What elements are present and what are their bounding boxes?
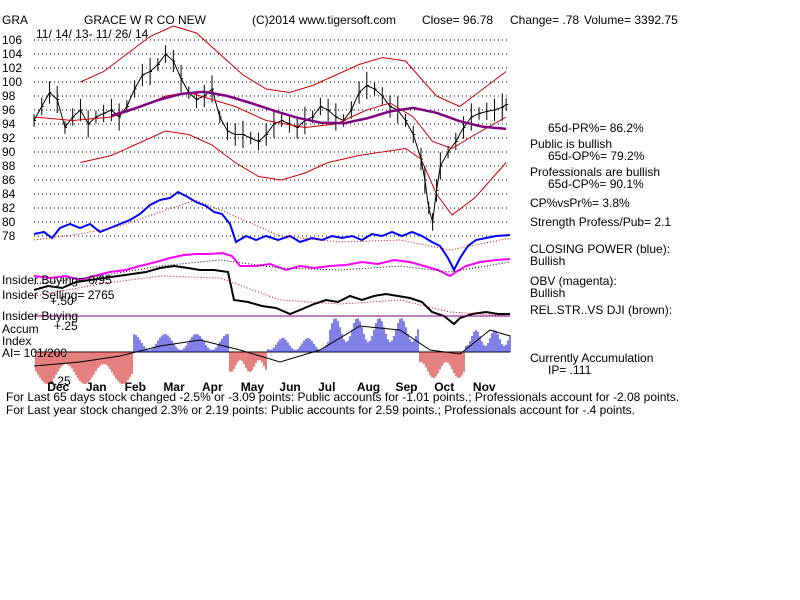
y-tick-label: 84	[2, 187, 16, 201]
long-ma-line	[111, 90, 507, 131]
closing-power-status: Bullish	[530, 254, 565, 268]
month-label: May	[241, 380, 265, 394]
relative-strength-line	[33, 264, 510, 326]
y-tick-label: 80	[2, 215, 16, 229]
y-tick-label: 92	[2, 131, 16, 145]
relative-strength-ma	[33, 275, 511, 317]
public-status: Public is bullish	[530, 137, 612, 151]
y-tick-label: 102	[2, 61, 22, 75]
cp-vs-pr-value: CP%vsPr%= 3.8%	[530, 196, 630, 210]
index-label: Index	[2, 334, 31, 348]
volume-value: Volume= 3392.75	[584, 13, 678, 27]
closing-power-ma	[33, 199, 511, 251]
month-label: Dec	[47, 380, 69, 394]
month-label: Jul	[318, 380, 335, 394]
insider-buying-label: Insider Buying= 0/95	[2, 273, 112, 287]
month-label: Oct	[434, 380, 454, 394]
moving-averages	[33, 90, 507, 150]
y-tick-label: 90	[2, 145, 16, 159]
month-label: Apr	[202, 380, 223, 394]
pr-value: 65d-PR%= 86.2%	[548, 121, 644, 135]
strength-value: Strength Profess/Pub= 2.1	[530, 215, 671, 229]
company-name: GRACE W R CO NEW	[84, 13, 207, 27]
op-value: 65d-OP%= 79.2%	[548, 149, 645, 163]
month-label: Feb	[125, 380, 146, 394]
plus-50-label: +.50	[50, 294, 74, 308]
minus-25-label: -.25	[50, 374, 71, 388]
insider-buying-label-2: Insider Buying	[2, 309, 78, 323]
copyright-label: (C)2014 www.tigersoft.com	[252, 13, 396, 27]
month-label: Jan	[86, 380, 107, 394]
closing-power-title: CLOSING POWER (blue):	[530, 242, 670, 256]
y-tick-label: 82	[2, 201, 16, 215]
ip-value: IP= .111	[548, 363, 592, 377]
accumulation-ma	[33, 325, 511, 367]
ticker-label: GRA	[2, 13, 28, 27]
change-value: Change= .78	[510, 13, 579, 27]
y-tick-label: 98	[2, 89, 16, 103]
rel-strength-title: REL.STR..VS DJI (brown):	[530, 303, 672, 317]
y-tick-label: 94	[2, 117, 16, 131]
short-ma-line	[33, 91, 507, 150]
cp-value: 65d-CP%= 90.1%	[548, 177, 644, 191]
upper-band-line	[80, 25, 507, 108]
y-tick-label: 78	[2, 229, 16, 243]
footer-last-year: For Last year stock changed 2.3% or 2.19…	[6, 403, 635, 417]
y-tick-label: 96	[2, 103, 16, 117]
ai-label: AI= 101/200	[2, 346, 67, 360]
month-axis: Dec Jan Feb Mar Apr May Jun Jul Aug Sep Oct Nov	[47, 380, 496, 394]
month-label: Aug	[357, 380, 380, 394]
accum-label: Accum	[2, 322, 39, 336]
price-grid	[34, 39, 510, 237]
month-label: Jun	[279, 380, 300, 394]
insider-selling-label: Insider Selling= 2765	[2, 288, 115, 302]
month-label: Nov	[473, 380, 496, 394]
month-label: Mar	[163, 380, 185, 394]
y-tick-label: 104	[2, 47, 22, 61]
date-range: 11/ 14/ 13- 11/ 26/ 14	[36, 27, 149, 41]
obv-title: OBV (magenta):	[530, 274, 617, 288]
y-tick-label: 88	[2, 159, 16, 173]
y-tick-label: 100	[2, 75, 22, 89]
y-tick-label: 86	[2, 173, 16, 187]
obv-line	[33, 251, 511, 282]
close-value: Close= 96.78	[422, 13, 493, 27]
plus-25-label: +.25	[54, 319, 78, 333]
professionals-status: Professionals are bullish	[530, 165, 660, 179]
footer-65-days: For Last 65 days stock changed -2.5% or …	[6, 390, 679, 404]
month-label: Sep	[396, 380, 418, 394]
price-bars	[33, 45, 509, 231]
y-tick-label: 106	[2, 33, 22, 47]
closing-power-line	[33, 190, 511, 273]
obv-status: Bullish	[530, 286, 565, 300]
accumulation-title: Currently Accumulation	[530, 351, 653, 365]
lower-band-line	[80, 130, 507, 216]
